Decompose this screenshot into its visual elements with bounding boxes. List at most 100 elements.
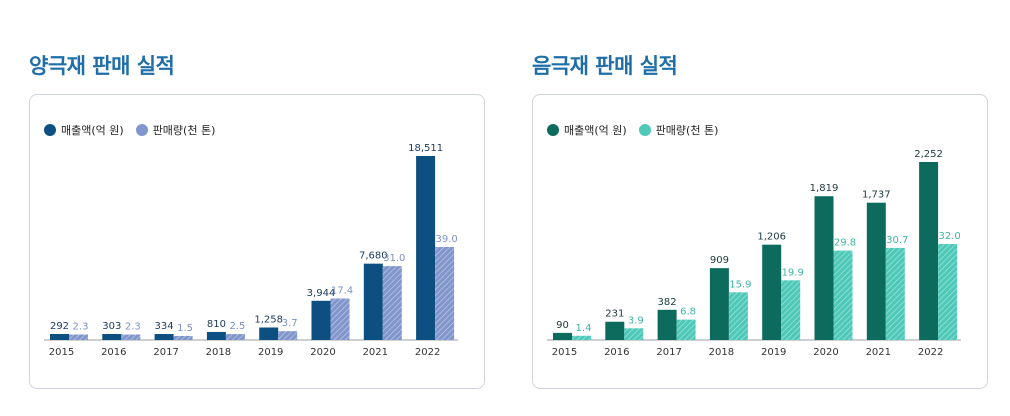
legend-item-volume: 판매량(천 톤) — [135, 122, 216, 138]
x-tick-label: 2016 — [101, 347, 126, 358]
volume-bar — [572, 335, 591, 340]
revenue-bar — [206, 331, 226, 340]
revenue-bar — [762, 244, 782, 340]
volume-data-label: 39.0 — [435, 234, 457, 245]
legend-item-revenue: 매출액(억 원) — [547, 122, 627, 138]
revenue-data-label: 1,819 — [810, 183, 839, 194]
x-tick-label: 2021 — [363, 347, 388, 358]
x-tick-label: 2021 — [866, 347, 891, 358]
cathode-chart-card: 매출액(억 원) 판매량(천 톤) 292 2.3 2015 303 2.3 2016 33… — [29, 94, 485, 389]
volume-bar — [69, 334, 88, 340]
revenue-data-label: 810 — [207, 319, 226, 330]
revenue-data-label: 18,511 — [408, 143, 443, 154]
volume-bar — [435, 247, 455, 340]
volume-data-label: 1.5 — [177, 323, 193, 334]
revenue-bar — [259, 327, 279, 340]
volume-bar — [278, 331, 298, 340]
x-tick-label: 2022 — [918, 347, 943, 358]
x-tick-label: 2020 — [813, 347, 838, 358]
volume-data-label: 30.7 — [886, 235, 908, 246]
revenue-bar — [866, 202, 886, 340]
legend-revenue-swatch — [44, 124, 56, 136]
legend-volume-label: 판매량(천 톤) — [152, 124, 216, 137]
volume-data-label: 3.9 — [628, 315, 644, 326]
revenue-bar — [311, 300, 331, 340]
x-tick-label: 2015 — [49, 347, 74, 358]
anode-legend: 매출액(억 원) 판매량(천 톤) — [547, 122, 730, 138]
volume-bar — [330, 298, 350, 340]
revenue-data-label: 303 — [102, 321, 121, 332]
volume-data-label: 29.8 — [834, 238, 856, 249]
revenue-data-label: 90 — [556, 320, 569, 331]
revenue-data-label: 292 — [50, 321, 69, 332]
legend-revenue-label: 매출액(억 원) — [61, 124, 124, 137]
x-tick-label: 2016 — [604, 347, 629, 358]
volume-bar — [728, 292, 748, 340]
x-tick-label: 2022 — [415, 347, 440, 358]
revenue-bar — [919, 162, 939, 340]
revenue-data-label: 7,680 — [359, 251, 388, 262]
revenue-data-label: 1,258 — [254, 314, 283, 325]
x-tick-label: 2018 — [206, 347, 231, 358]
volume-bar — [624, 328, 644, 340]
volume-bar — [121, 334, 141, 340]
volume-data-label: 2.3 — [125, 322, 141, 333]
revenue-bar — [363, 263, 383, 340]
volume-data-label: 2.5 — [229, 321, 245, 332]
volume-data-label: 15.9 — [729, 279, 751, 290]
revenue-bar — [50, 334, 69, 340]
anode-chart-card: 매출액(억 원) 판매량(천 톤) 90 1.4 2015 231 3.9 2016 382… — [532, 94, 988, 389]
revenue-data-label: 3,944 — [307, 288, 336, 299]
cathode-bar-chart: 292 2.3 2015 303 2.3 2016 334 1.5 2017 810 2.5 2018… — [44, 143, 458, 358]
volume-bar — [382, 266, 402, 340]
legend-volume-swatch — [638, 124, 651, 136]
volume-data-label: 17.4 — [331, 286, 353, 297]
revenue-bar — [553, 332, 572, 340]
legend-volume-swatch — [135, 124, 148, 136]
volume-bar — [676, 319, 696, 340]
x-tick-label: 2015 — [552, 347, 577, 358]
revenue-data-label: 382 — [658, 297, 677, 308]
volume-data-label: 3.7 — [282, 318, 298, 329]
revenue-bar — [657, 309, 677, 340]
volume-bar — [225, 334, 245, 340]
revenue-bar — [814, 196, 834, 340]
revenue-bar — [709, 268, 729, 340]
volume-bar — [938, 244, 958, 340]
revenue-bar — [605, 321, 625, 340]
volume-data-label: 32.0 — [938, 231, 960, 242]
x-tick-label: 2018 — [709, 347, 734, 358]
anode-chart-title: 음극재 판매 실적 — [532, 54, 678, 78]
revenue-bar — [416, 156, 436, 340]
revenue-data-label: 1,737 — [862, 190, 891, 201]
volume-bar — [885, 247, 905, 340]
volume-bar — [781, 280, 801, 340]
legend-revenue-label: 매출액(억 원) — [564, 124, 627, 137]
legend-item-volume: 판매량(천 톤) — [638, 122, 719, 138]
revenue-data-label: 231 — [605, 309, 624, 320]
x-tick-label: 2020 — [310, 347, 335, 358]
revenue-bar — [154, 334, 174, 340]
volume-data-label: 1.4 — [576, 323, 592, 334]
volume-bar — [833, 250, 853, 340]
cathode-legend: 매출액(억 원) 판매량(천 톤) — [44, 122, 227, 138]
x-tick-label: 2017 — [153, 347, 178, 358]
cathode-chart-title: 양극재 판매 실적 — [29, 54, 175, 78]
revenue-data-label: 2,252 — [914, 149, 943, 160]
volume-data-label: 2.3 — [73, 322, 89, 333]
legend-revenue-swatch — [547, 124, 559, 136]
revenue-bar — [102, 334, 122, 340]
revenue-data-label: 909 — [710, 255, 729, 266]
volume-data-label: 31.0 — [383, 253, 405, 264]
volume-bar — [173, 336, 193, 340]
revenue-data-label: 334 — [155, 321, 174, 332]
volume-data-label: 19.9 — [782, 267, 804, 278]
legend-volume-label: 판매량(천 톤) — [655, 124, 719, 137]
volume-data-label: 6.8 — [680, 307, 696, 318]
legend-item-revenue: 매출액(억 원) — [44, 122, 124, 138]
x-tick-label: 2017 — [656, 347, 681, 358]
x-tick-label: 2019 — [761, 347, 786, 358]
revenue-data-label: 1,206 — [757, 232, 786, 243]
x-tick-label: 2019 — [258, 347, 283, 358]
